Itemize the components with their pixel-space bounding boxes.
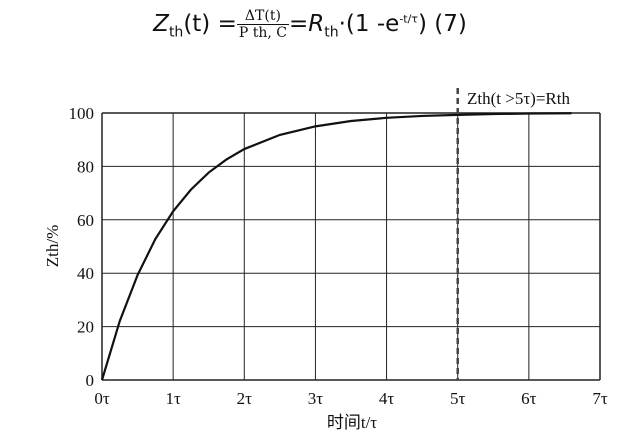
numerator: ΔT(t): [236, 8, 289, 25]
formula-rsub: th: [324, 24, 339, 41]
x-tick-label: 7τ: [592, 389, 608, 408]
formula-r: =R: [288, 11, 325, 37]
y-tick-label: 60: [77, 211, 94, 230]
denominator: P th, C: [238, 25, 287, 41]
y-axis-label: Zth/%: [43, 225, 62, 268]
y-tick-label: 100: [69, 104, 95, 123]
y-tick-label: 40: [77, 264, 94, 283]
x-tick-label: 0τ: [94, 389, 110, 408]
y-tick-label: 20: [77, 318, 94, 337]
formula-sub: th: [168, 24, 184, 41]
x-tick-label: 3τ: [308, 389, 324, 408]
formula-arg: (t) =: [183, 11, 237, 37]
formula-close: ): [417, 11, 427, 37]
data-line: [100, 112, 572, 381]
x-tick-label: 1τ: [165, 389, 181, 408]
formula-exp: -t/τ: [399, 12, 418, 26]
formula-z: Z: [153, 11, 169, 37]
formula-fraction: ΔT(t) P th, C: [236, 8, 289, 41]
y-tick-label: 80: [77, 157, 94, 176]
annotation-label: Zth(t >5τ)=Rth: [467, 89, 570, 108]
x-tick-label: 4τ: [379, 389, 395, 408]
x-axis-label: 时间t/τ: [327, 413, 377, 432]
formula-rest: ·(1 -e: [338, 11, 400, 37]
equation-number: (7): [434, 11, 467, 37]
x-tick-label: 5τ: [450, 389, 466, 408]
x-tick-label: 2τ: [237, 389, 253, 408]
x-tick-label: 6τ: [521, 389, 537, 408]
y-tick-label: 0: [86, 371, 95, 390]
formula: Zth(t) = ΔT(t) P th, C =Rth·(1 -e-t/τ) (7): [0, 8, 620, 41]
